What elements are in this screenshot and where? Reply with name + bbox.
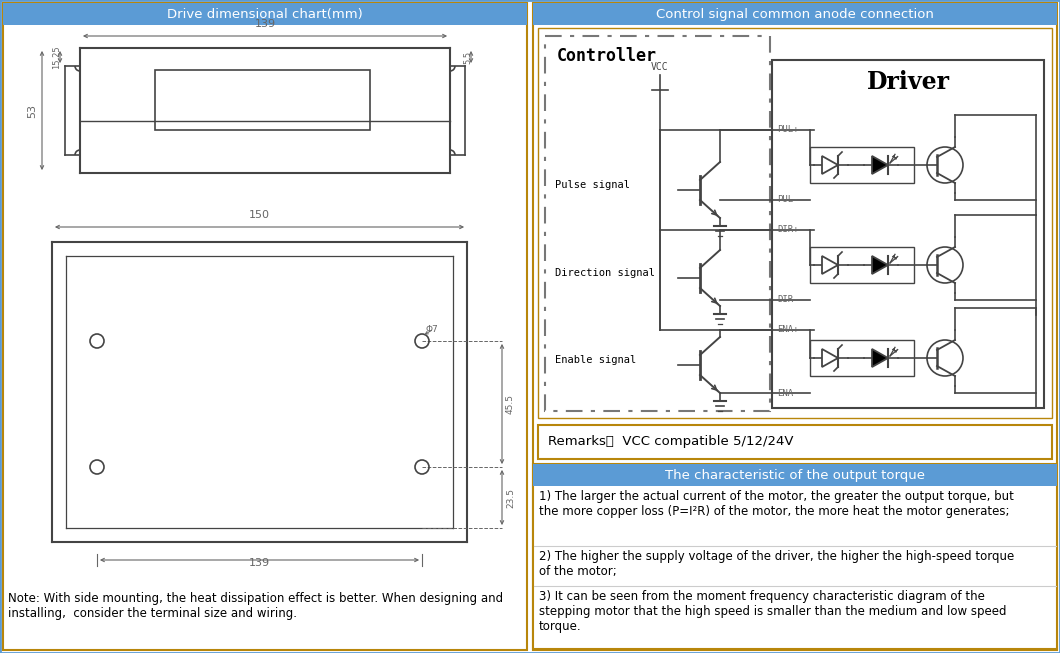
Polygon shape: [872, 156, 888, 174]
Text: DIR+: DIR+: [777, 225, 798, 234]
Text: ENA-: ENA-: [777, 389, 798, 398]
Text: Direction signal: Direction signal: [555, 268, 655, 278]
Polygon shape: [872, 256, 888, 274]
Text: Φ7: Φ7: [425, 325, 438, 334]
Bar: [533, 3, 1057, 650]
Text: Control signal common anode connection: Control signal common anode connection: [656, 8, 934, 21]
Text: 5.5: 5.5: [463, 50, 472, 63]
Polygon shape: [822, 156, 838, 174]
Text: PUL+: PUL+: [777, 125, 798, 135]
Bar: [772, 60, 1044, 408]
Text: 23.5: 23.5: [506, 488, 515, 507]
Bar: [533, 3, 1057, 25]
Bar: [545, 36, 770, 411]
Text: 15.25: 15.25: [52, 45, 61, 69]
Bar: [155, 70, 370, 130]
Text: 53: 53: [26, 103, 37, 118]
Text: VCC: VCC: [651, 62, 669, 72]
Text: 3) It can be seen from the moment frequency characteristic diagram of the
steppi: 3) It can be seen from the moment freque…: [538, 590, 1007, 633]
Text: 139: 139: [254, 19, 276, 29]
Polygon shape: [822, 256, 838, 274]
Text: The characteristic of the output torque: The characteristic of the output torque: [665, 468, 925, 481]
Text: 2) The higher the supply voltage of the driver, the higher the high-speed torque: 2) The higher the supply voltage of the …: [538, 550, 1014, 578]
Text: Controller: Controller: [556, 47, 657, 65]
Text: 1) The larger the actual current of the motor, the greater the output torque, bu: 1) The larger the actual current of the …: [538, 490, 1013, 518]
Text: PUL-: PUL-: [777, 195, 798, 204]
Bar: [3, 3, 527, 650]
Polygon shape: [872, 349, 888, 367]
Text: Enable signal: Enable signal: [555, 355, 636, 365]
Text: 150: 150: [249, 210, 270, 220]
Bar: [538, 28, 1052, 418]
Text: Drive dimensional chart(mm): Drive dimensional chart(mm): [167, 8, 363, 21]
Text: DIR-: DIR-: [777, 296, 798, 304]
Text: Driver: Driver: [866, 70, 950, 94]
Bar: [810, 247, 914, 283]
Text: 45.5: 45.5: [506, 394, 515, 414]
Text: Note: With side mounting, the heat dissipation effect is better. When designing : Note: With side mounting, the heat dissi…: [8, 592, 504, 620]
Text: 139: 139: [249, 558, 270, 568]
Text: ENA+: ENA+: [777, 325, 798, 334]
Text: Remarks：  VCC compatible 5/12/24V: Remarks： VCC compatible 5/12/24V: [548, 436, 794, 449]
Bar: [810, 147, 914, 183]
Text: Pulse signal: Pulse signal: [555, 180, 630, 190]
Bar: [3, 3, 527, 25]
Bar: [533, 464, 1057, 486]
Polygon shape: [822, 349, 838, 367]
Bar: [538, 425, 1052, 459]
Bar: [533, 464, 1057, 649]
Bar: [810, 340, 914, 376]
